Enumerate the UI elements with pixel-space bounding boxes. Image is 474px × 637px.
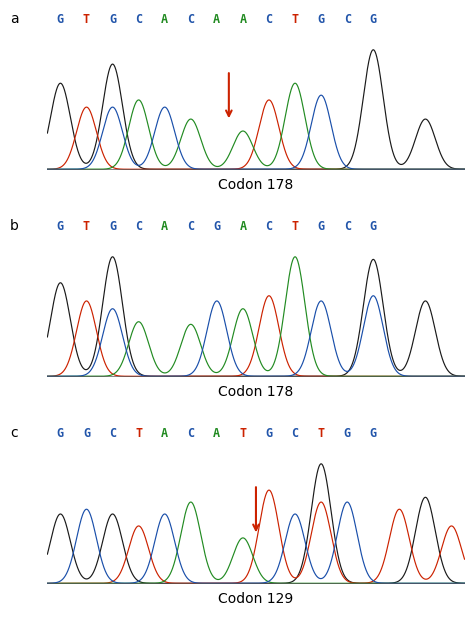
Text: A: A — [239, 220, 246, 233]
Text: G: G — [109, 220, 116, 233]
Text: T: T — [292, 13, 299, 25]
Text: G: G — [370, 427, 377, 440]
Text: T: T — [83, 220, 90, 233]
Text: G: G — [370, 13, 377, 25]
Text: C: C — [344, 13, 351, 25]
Text: C: C — [109, 427, 116, 440]
Text: C: C — [265, 220, 273, 233]
Text: Codon 178: Codon 178 — [219, 385, 293, 399]
Text: G: G — [318, 220, 325, 233]
Text: c: c — [10, 426, 18, 440]
Text: A: A — [213, 13, 220, 25]
Text: T: T — [292, 220, 299, 233]
Text: C: C — [135, 220, 142, 233]
Text: G: G — [318, 13, 325, 25]
Text: b: b — [10, 219, 18, 233]
Text: T: T — [135, 427, 142, 440]
Text: G: G — [344, 427, 351, 440]
Text: A: A — [213, 427, 220, 440]
Text: G: G — [265, 427, 273, 440]
Text: C: C — [265, 13, 273, 25]
Text: Codon 129: Codon 129 — [219, 592, 293, 606]
Text: G: G — [109, 13, 116, 25]
Text: C: C — [344, 220, 351, 233]
Text: G: G — [57, 13, 64, 25]
Text: G: G — [213, 220, 220, 233]
Text: a: a — [10, 12, 18, 26]
Text: A: A — [161, 13, 168, 25]
Text: T: T — [83, 13, 90, 25]
Text: T: T — [239, 427, 246, 440]
Text: C: C — [187, 220, 194, 233]
Text: A: A — [161, 427, 168, 440]
Text: T: T — [318, 427, 325, 440]
Text: G: G — [370, 220, 377, 233]
Text: C: C — [187, 427, 194, 440]
Text: G: G — [57, 427, 64, 440]
Text: A: A — [239, 13, 246, 25]
Text: G: G — [57, 220, 64, 233]
Text: C: C — [135, 13, 142, 25]
Text: C: C — [292, 427, 299, 440]
Text: G: G — [83, 427, 90, 440]
Text: C: C — [187, 13, 194, 25]
Text: Codon 178: Codon 178 — [219, 178, 293, 192]
Text: A: A — [161, 220, 168, 233]
